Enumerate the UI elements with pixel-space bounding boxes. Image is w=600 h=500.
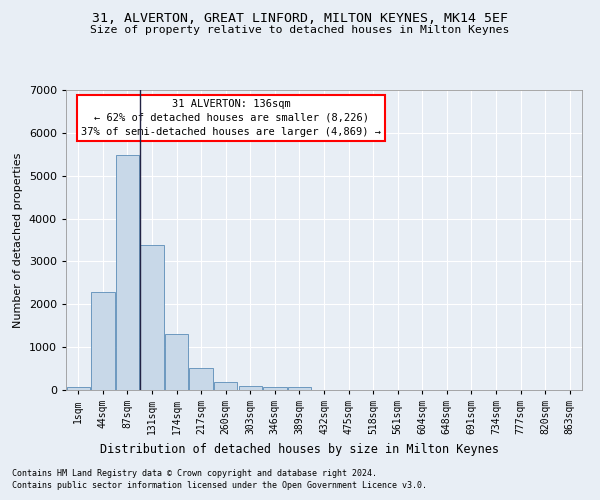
Text: Size of property relative to detached houses in Milton Keynes: Size of property relative to detached ho… <box>91 25 509 35</box>
Text: 31, ALVERTON, GREAT LINFORD, MILTON KEYNES, MK14 5EF: 31, ALVERTON, GREAT LINFORD, MILTON KEYN… <box>92 12 508 26</box>
Bar <box>288 388 311 390</box>
Bar <box>263 387 287 390</box>
Bar <box>116 155 139 390</box>
Bar <box>214 382 238 390</box>
Text: Contains HM Land Registry data © Crown copyright and database right 2024.: Contains HM Land Registry data © Crown c… <box>12 468 377 477</box>
Text: Distribution of detached houses by size in Milton Keynes: Distribution of detached houses by size … <box>101 442 499 456</box>
Text: 31 ALVERTON: 136sqm
← 62% of detached houses are smaller (8,226)
37% of semi-det: 31 ALVERTON: 136sqm ← 62% of detached ho… <box>81 99 381 137</box>
Bar <box>91 292 115 390</box>
Text: Contains public sector information licensed under the Open Government Licence v3: Contains public sector information licen… <box>12 481 427 490</box>
Bar <box>140 245 164 390</box>
Bar <box>67 387 90 390</box>
Bar <box>190 368 213 390</box>
Bar <box>165 334 188 390</box>
Bar <box>239 386 262 390</box>
Y-axis label: Number of detached properties: Number of detached properties <box>13 152 23 328</box>
